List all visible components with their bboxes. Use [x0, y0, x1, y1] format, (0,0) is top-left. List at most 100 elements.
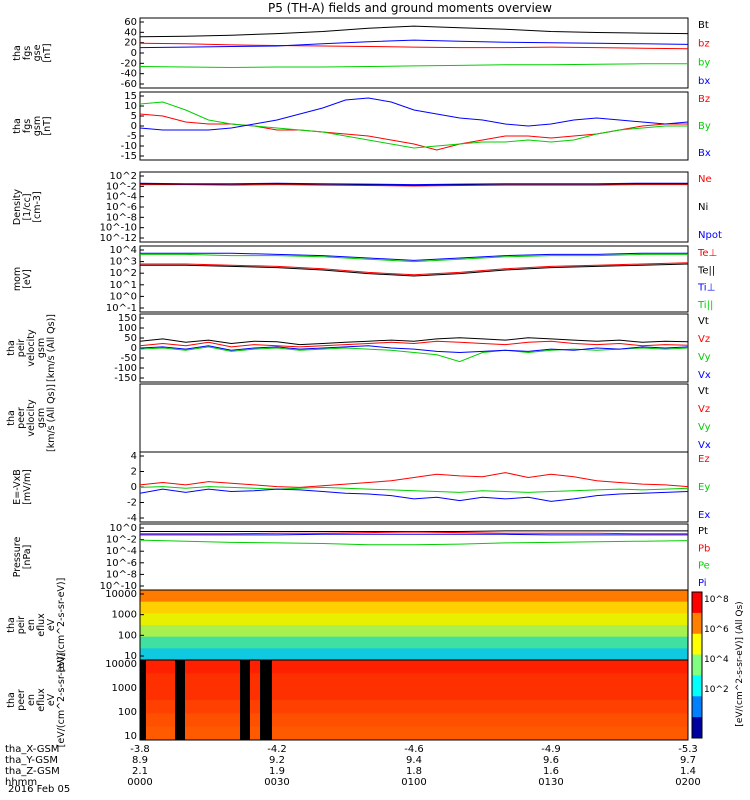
legend-entry: Te⊥ — [697, 248, 717, 259]
series-line — [139, 182, 688, 186]
legend-entry: Vt — [698, 386, 709, 397]
y-tick-label: 2 — [131, 467, 137, 478]
spectrogram-band — [140, 601, 688, 614]
y-tick-label: -150 — [114, 373, 137, 384]
panel-ylabel: thapeervelocitygsm[km/s (All Qs)] — [6, 384, 57, 452]
data-gap — [260, 660, 272, 740]
series-line — [139, 345, 689, 354]
series-line — [139, 63, 688, 69]
legend-entry: Npot — [698, 230, 722, 241]
legend-entry: Pb — [698, 543, 710, 554]
colorbar: 10^8 10^6 10^4 10^2 [eV/(cm^2-s-sr-eV)] (All… — [691, 591, 745, 739]
x-tick-label: 9.4 — [406, 755, 422, 766]
y-tick-label: -50 — [121, 353, 137, 364]
y-tick-label: 100 — [118, 707, 137, 718]
legend-entry: Ex — [698, 510, 710, 521]
y-tick-label: -60 — [121, 79, 137, 90]
y-tick-label: -4 — [127, 513, 137, 524]
series-line — [140, 530, 688, 532]
x-tick-label: -3.8 — [130, 744, 150, 755]
y-tick-label: 10^2 — [110, 171, 137, 182]
series-line — [139, 486, 689, 493]
y-tick-label: 20 — [124, 38, 137, 49]
panel-ylabel: mom[eV] — [12, 267, 33, 291]
x-tick-label: 9.2 — [269, 755, 285, 766]
series-line — [139, 488, 689, 502]
y-tick-label: 10^-8 — [106, 569, 137, 580]
y-tick-label: -100 — [114, 363, 137, 374]
x-tick-label: 0000 — [127, 777, 152, 788]
legend-entry: Ne — [698, 174, 712, 185]
panel-frame — [139, 17, 689, 89]
colorbar-tick: 10^4 — [704, 655, 729, 665]
y-tick-label: 100 — [118, 630, 137, 641]
y-tick-label: 60 — [124, 17, 137, 28]
y-tick-label: 0 — [131, 48, 137, 59]
y-tick-label: -5 — [127, 131, 137, 142]
spectrogram-band — [140, 713, 688, 728]
panel-frame — [139, 383, 689, 453]
y-tick-label: 10^-10 — [100, 223, 137, 234]
panel-frame — [139, 91, 689, 161]
panel-3: Density[1/cc][cm-3]10^210^-210^-410^-610… — [12, 171, 722, 244]
date-label: 2016 Feb 05 — [8, 784, 70, 795]
y-tick-label: 10000 — [105, 589, 137, 600]
series-line — [139, 39, 689, 49]
legend-entry: Pt — [698, 526, 708, 537]
legend-entry: Vz — [698, 334, 710, 345]
panel-ylabel: thapeirenefluxeV[eV/(cm^2-s-sr-eV)] — [6, 578, 67, 673]
series-line — [140, 184, 688, 187]
legend-entry: By — [698, 121, 711, 132]
x-row-label: tha_Z-GSM — [5, 766, 60, 777]
panel-8: Pressure[nPa] 10^010^-210^-410^-610^-810^… — [12, 523, 710, 592]
spectrogram-band — [140, 613, 688, 626]
y-tick-label: -40 — [121, 69, 137, 80]
y-tick-label: 10^-4 — [106, 546, 137, 557]
series-line — [140, 262, 689, 276]
series-line — [139, 472, 689, 488]
x-tick-label: -4.6 — [404, 744, 424, 755]
y-tick-label: 50 — [124, 333, 137, 344]
panels: thafgsgse[nT]6040200-20-40-60Btbzbybxtha… — [6, 17, 722, 747]
x-tick-label: 1.9 — [269, 766, 285, 777]
series-line — [140, 263, 689, 277]
panel-4: mom[eV] 10^410^310^210^110^010^-1 Te⊥ Te|| T… — [12, 245, 717, 314]
colorbar-band — [692, 717, 702, 739]
y-tick-label: 10^0 — [110, 523, 137, 534]
x-tick-label: 8.9 — [132, 755, 148, 766]
spectrogram-band — [140, 625, 688, 638]
y-tick-label: 15 — [124, 91, 137, 102]
spectrogram-band — [140, 673, 688, 688]
colorbar-tick: 10^2 — [704, 685, 729, 695]
panel-ylabel: thapeerenefluxeV[eV/(cm^2-s-sr-eV)] — [6, 653, 67, 748]
legend-entry: Ey — [698, 482, 710, 493]
y-tick-label: 10^1 — [110, 280, 137, 291]
y-tick-label: 10^-12 — [100, 233, 137, 244]
y-tick-label: 10^-6 — [106, 202, 137, 213]
legend-entry: Pi — [698, 578, 707, 589]
legend-entry: Vx — [698, 370, 711, 381]
figure-title: P5 (TH-A) fields and ground moments over… — [268, 1, 552, 15]
data-gap — [240, 660, 250, 740]
spectrogram-band — [140, 590, 688, 603]
x-tick-label: -4.9 — [541, 744, 561, 755]
x-tick-label: 1.6 — [543, 766, 559, 777]
y-tick-label: 1000 — [112, 610, 137, 621]
legend-entry: Bt — [698, 20, 709, 31]
legend-entry: Pe — [698, 561, 710, 572]
panel-7: E=-VxB[mV/m] 4 2 0 -2 -4 Ez Ey Ex — [12, 451, 710, 524]
x-tick-label: 9.7 — [680, 755, 696, 766]
y-tick-label: 10^-2 — [106, 535, 137, 546]
spectrogram-band — [140, 660, 688, 674]
y-tick-label: 10^3 — [110, 257, 137, 268]
x-row-label: tha_Y-GSM — [5, 755, 58, 766]
data-gap — [175, 660, 185, 740]
y-tick-label: 5 — [131, 111, 137, 122]
panel-ylabel: Pressure[nPa] — [12, 537, 33, 578]
legend-entry: Te|| — [697, 265, 715, 276]
panel-frame — [139, 171, 689, 243]
spectrogram-band — [140, 636, 688, 649]
y-tick-label: -20 — [121, 58, 137, 69]
series-line — [139, 337, 689, 346]
